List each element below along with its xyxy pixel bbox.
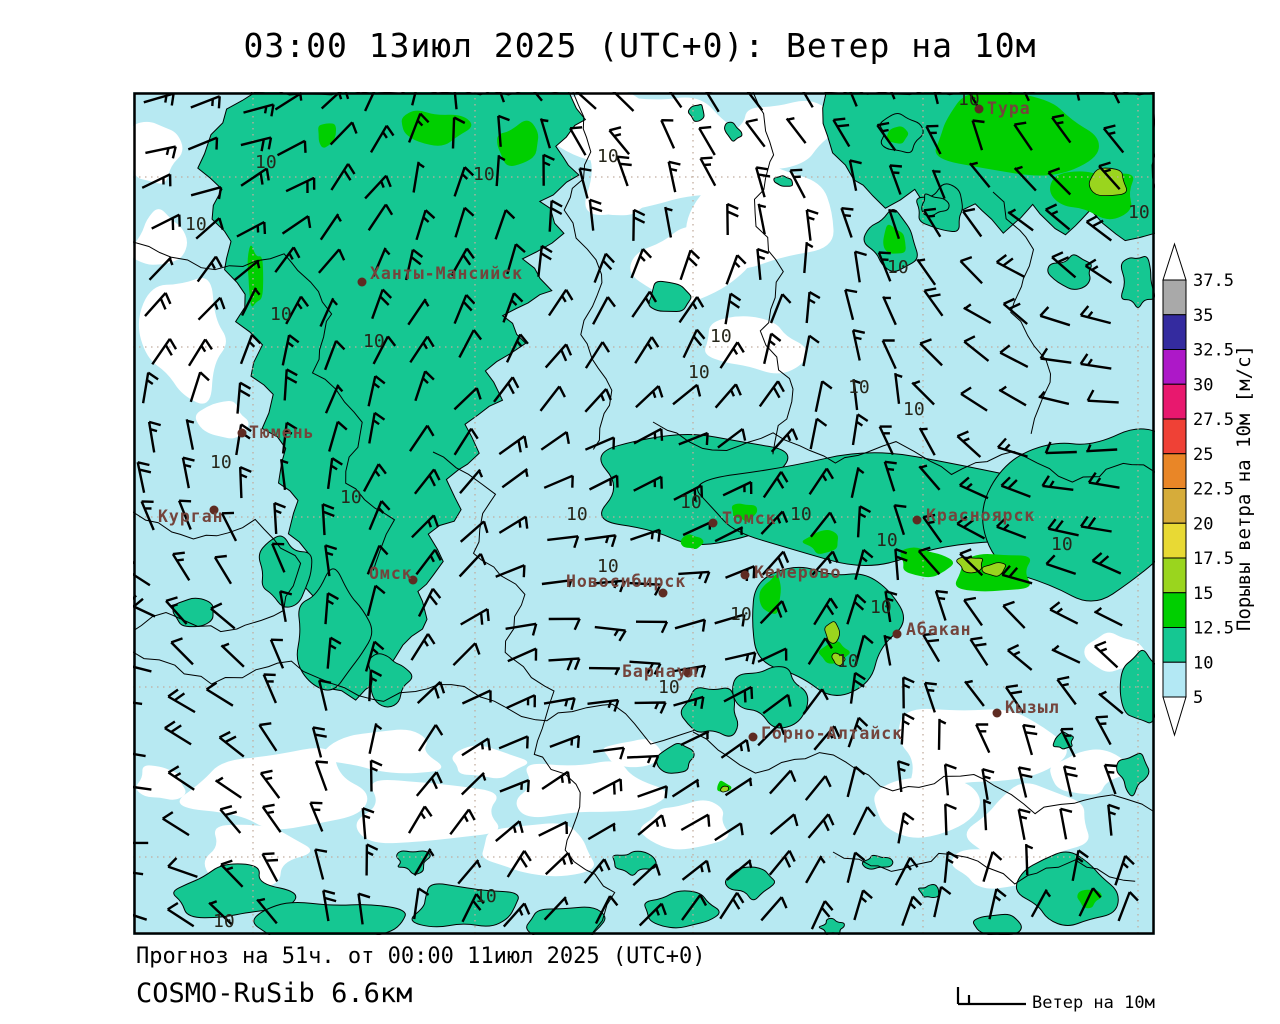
legend-tick-label: 17.5: [1193, 549, 1234, 569]
gust-region: [527, 907, 605, 935]
legend-color-segment: [1163, 280, 1186, 315]
city-marker: [749, 733, 758, 742]
page-title: 03:00 13июл 2025 (UTC+0): Ветер на 10м: [0, 26, 1280, 65]
weather-map-page: 03:00 13июл 2025 (UTC+0): Ветер на 10м 1…: [0, 0, 1280, 1024]
contour-label: 10: [680, 492, 702, 513]
contour-label: 10: [870, 597, 892, 618]
legend-tick-label: 37.5: [1193, 271, 1234, 291]
gust-region-severe: [1089, 168, 1126, 196]
legend-color-segment: [1163, 662, 1186, 697]
legend-tick-label: 35: [1193, 306, 1213, 326]
city-marker: [893, 630, 902, 639]
legend-color-segment: [1163, 489, 1186, 524]
legend-tick-label: 30: [1193, 375, 1213, 395]
legend-color-segment: [1163, 593, 1186, 628]
city-marker: [358, 278, 367, 287]
city-marker: [975, 105, 984, 114]
wind-barb-legend-label: Ветер на 10м: [1032, 993, 1155, 1013]
city-label: Тюмень: [249, 423, 315, 442]
city-marker: [741, 571, 750, 580]
legend-color-segment: [1163, 384, 1186, 419]
contour-label: 10: [848, 377, 870, 398]
legend-color-segment: [1163, 628, 1186, 663]
contour-label: 10: [475, 886, 497, 907]
legend-tick-label: 32.5: [1193, 341, 1234, 361]
legend-color-segment: [1163, 523, 1186, 558]
weather-map-canvas: 1010101010101010101010101010101010101010…: [133, 92, 1155, 935]
footer-forecast-text: Прогноз на 51ч. от 00:00 11июл 2025 (UTC…: [136, 944, 706, 969]
city-label: Новосибирск: [566, 572, 686, 591]
wind-barb-legend: Ветер на 10м: [950, 984, 1280, 1020]
city-marker: [709, 519, 718, 528]
contour-label: 10: [876, 530, 898, 551]
legend-tick-label: 10: [1193, 653, 1213, 673]
contour-label: 10: [790, 504, 812, 525]
contour-label: 10: [363, 331, 385, 352]
contour-label: 10: [270, 304, 292, 325]
legend-tick-label: 25: [1193, 445, 1213, 465]
gust-region: [973, 914, 1021, 935]
weather-map: 1010101010101010101010101010101010101010…: [133, 92, 1155, 935]
city-label: Барнаул: [622, 662, 699, 681]
legend-axis-label: Порывы ветра на 10м [м/с]: [1233, 345, 1255, 631]
city-label: Абакан: [906, 620, 972, 639]
gust-region: [254, 902, 405, 935]
legend-tick-label: 22.5: [1193, 480, 1234, 500]
legend-color-segment: [1163, 454, 1186, 489]
contour-label: 10: [688, 362, 710, 383]
contour-label: 10: [340, 487, 362, 508]
wind-gust-legend: 37.5 35 32.5 30 27.5 25 22.5 20 17.5 15 12.5 10 5 Пор…: [1150, 230, 1276, 775]
legend-tick-label: 20: [1193, 514, 1213, 534]
legend-tick-label: 15: [1193, 584, 1213, 604]
footer-model-text: COSMO-RuSib 6.6км: [136, 978, 412, 1009]
contour-label: 10: [255, 152, 277, 173]
legend-color-segment: [1163, 558, 1186, 593]
legend-tick-label: 5: [1193, 688, 1203, 708]
contour-label: 10: [213, 911, 235, 932]
city-marker: [238, 429, 247, 438]
gust-region: [173, 598, 213, 626]
contour-label: 10: [837, 651, 859, 672]
city-label: Курган: [158, 507, 224, 526]
city-label: Томск: [722, 509, 777, 528]
city-marker: [993, 709, 1002, 718]
contour-label: 10: [566, 504, 588, 525]
city-label: Кызыл: [1005, 698, 1060, 717]
contour-label: 10: [710, 326, 732, 347]
city-label: Горно-Алтайск: [761, 724, 903, 743]
legend-tick-label: 27.5: [1193, 410, 1234, 430]
contour-label: 10: [210, 452, 232, 473]
city-label: Красноярск: [926, 506, 1035, 525]
wind-barb-icon: [950, 984, 1030, 1014]
contour-label: 10: [597, 146, 619, 167]
city-label: Ханты-Мансийск: [370, 264, 523, 283]
legend-color-segment: [1163, 419, 1186, 454]
city-label: Омск: [369, 564, 413, 583]
city-label: Кемерово: [754, 563, 841, 582]
city-marker: [913, 516, 922, 525]
contour-label: 10: [185, 214, 207, 235]
legend-arrow-bottom: [1163, 697, 1186, 735]
contour-label: 10: [903, 399, 925, 420]
legend-tick-label: 12.5: [1193, 619, 1234, 639]
legend-colorbar: 37.5 35 32.5 30 27.5 25 22.5 20 17.5 15 12.5 10 5 Пор…: [1150, 230, 1276, 775]
legend-color-segment: [1163, 350, 1186, 385]
contour-label: 10: [887, 257, 909, 278]
contour-label: 10: [730, 604, 752, 625]
contour-label: 10: [1128, 202, 1150, 223]
contour-label: 10: [1051, 534, 1073, 555]
gust-region-severe: [721, 786, 729, 792]
city-label: Тура: [987, 99, 1031, 118]
legend-color-segment: [1163, 315, 1186, 350]
contour-label: 10: [473, 164, 495, 185]
legend-arrow-top: [1163, 244, 1186, 280]
